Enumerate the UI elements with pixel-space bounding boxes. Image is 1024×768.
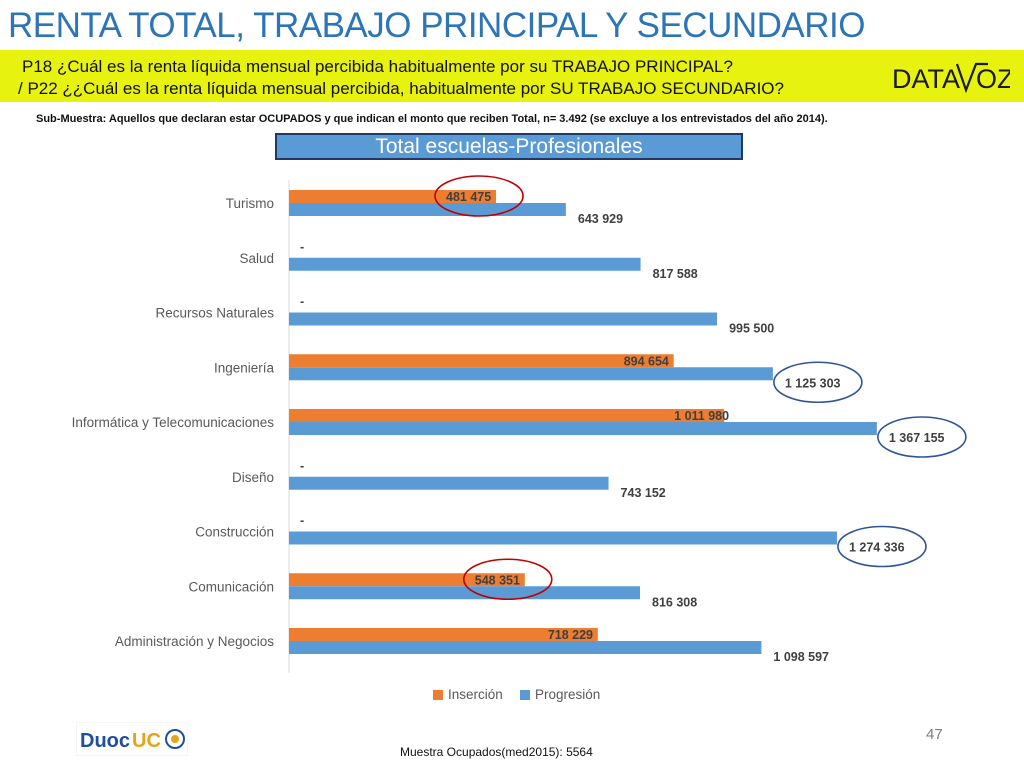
bar-progresion-construccion: [289, 531, 837, 545]
datavoz-logo-mark: [955, 62, 988, 94]
category-label-ingenieria: Ingeniería: [214, 360, 275, 375]
page-number: 47: [926, 726, 943, 743]
data-label-progresion-informatica-y-telecomunicaciones: 1 367 155: [889, 431, 945, 445]
category-label-administracion-y-negocios: Administración y Negocios: [115, 634, 274, 649]
slide-title: RENTA TOTAL, TRABAJO PRINCIPAL Y SECUNDA…: [8, 6, 865, 45]
data-label-insercion-ingenieria: 894 654: [624, 354, 669, 368]
data-label-progresion-diseno: 743 152: [621, 486, 666, 500]
category-label-turismo: Turismo: [226, 196, 274, 211]
bar-progresion-comunicacion: [289, 586, 641, 600]
legend-label-progresion: Progresión: [535, 687, 600, 702]
category-label-diseno: Diseño: [232, 470, 274, 485]
sample-footer: Muestra Ocupados(med2015): 5564: [400, 745, 593, 759]
datavoz-logo-text-left: DATA: [892, 64, 960, 94]
data-label-insercion-administracion-y-negocios: 718 229: [548, 628, 593, 642]
data-label-insercion-turismo: 481 475: [446, 190, 491, 204]
category-label-recursos-naturales: Recursos Naturales: [155, 306, 274, 321]
bar-progresion-administracion-y-negocios: [289, 641, 762, 654]
bar-progresion-turismo: [289, 203, 566, 216]
bar-insercion-administracion-y-negocios: [289, 628, 598, 641]
data-label-progresion-salud: 817 588: [653, 267, 698, 281]
bar-progresion-salud: [289, 257, 641, 271]
legend-swatch-insercion: [433, 690, 443, 700]
data-label-insercion-diseno: -: [300, 459, 304, 473]
category-label-construccion: Construcción: [195, 525, 274, 540]
question-band: [0, 50, 1024, 102]
highlight-circle-construccion: [837, 525, 927, 568]
question-p18: P18 ¿Cuál es la renta líquida mensual pe…: [22, 57, 733, 76]
data-label-progresion-ingenieria: 1 125 303: [785, 376, 841, 390]
category-label-salud: Salud: [239, 251, 274, 266]
duoc-uc-logo: Duoc UC: [76, 722, 188, 756]
bar-insercion-turismo: [289, 190, 497, 203]
highlight-circle-ingenieria: [773, 361, 863, 404]
data-label-insercion-recursos-naturales: -: [300, 295, 304, 309]
legend-label-insercion: Inserción: [448, 687, 503, 702]
question-p22: / P22 ¿¿Cuál es la renta líquida mensual…: [18, 79, 784, 98]
bar-progresion-ingenieria: [289, 367, 773, 381]
duoc-seal-center: [171, 735, 179, 743]
bar-progresion-informatica-y-telecomunicaciones: [289, 422, 877, 435]
subsample-note: Sub-Muestra: Aquellos que declaran estar…: [36, 113, 828, 125]
category-label-informatica-y-telecomunicaciones: Informática y Telecomunicaciones: [72, 415, 275, 430]
data-label-insercion-construccion: -: [300, 514, 304, 528]
chart-title-box: Total escuelas-Profesionales: [275, 133, 743, 160]
data-label-insercion-informatica-y-telecomunicaciones: 1 011 980: [674, 409, 729, 423]
data-label-progresion-administracion-y-negocios: 1 098 597: [773, 650, 829, 664]
duoc-logo-text-left: Duoc: [80, 730, 130, 752]
bar-insercion-comunicacion: [289, 573, 525, 587]
data-label-progresion-recursos-naturales: 995 500: [729, 322, 774, 336]
bar-insercion-ingenieria: [289, 354, 674, 368]
data-label-progresion-turismo: 643 929: [578, 212, 623, 226]
highlight-circle-informatica-y-telecomunicaciones: [877, 416, 967, 458]
datavoz-logo: DATA OZ: [892, 62, 1010, 94]
datavoz-logo-text-right: OZ: [976, 64, 1010, 94]
highlight-circle-turismo: [434, 175, 524, 217]
duoc-logo-text-right: UC: [132, 730, 161, 752]
data-label-progresion-comunicacion: 816 308: [652, 595, 697, 609]
data-label-progresion-construccion: 1 274 336: [849, 541, 905, 555]
data-label-insercion-comunicacion: 548 351: [475, 573, 520, 587]
highlight-circle-comunicacion: [462, 558, 553, 601]
bar-chart: Turismo 481 475 643 929 Salud - 817 588 Recurs…: [72, 175, 967, 702]
legend-swatch-progresion: [520, 690, 530, 700]
bar-progresion-diseno: [289, 476, 609, 490]
bar-progresion-recursos-naturales: [289, 312, 718, 326]
data-label-insercion-salud: -: [300, 240, 304, 254]
bar-insercion-informatica-y-telecomunicaciones: [289, 409, 725, 422]
category-label-comunicacion: Comunicación: [188, 579, 274, 594]
